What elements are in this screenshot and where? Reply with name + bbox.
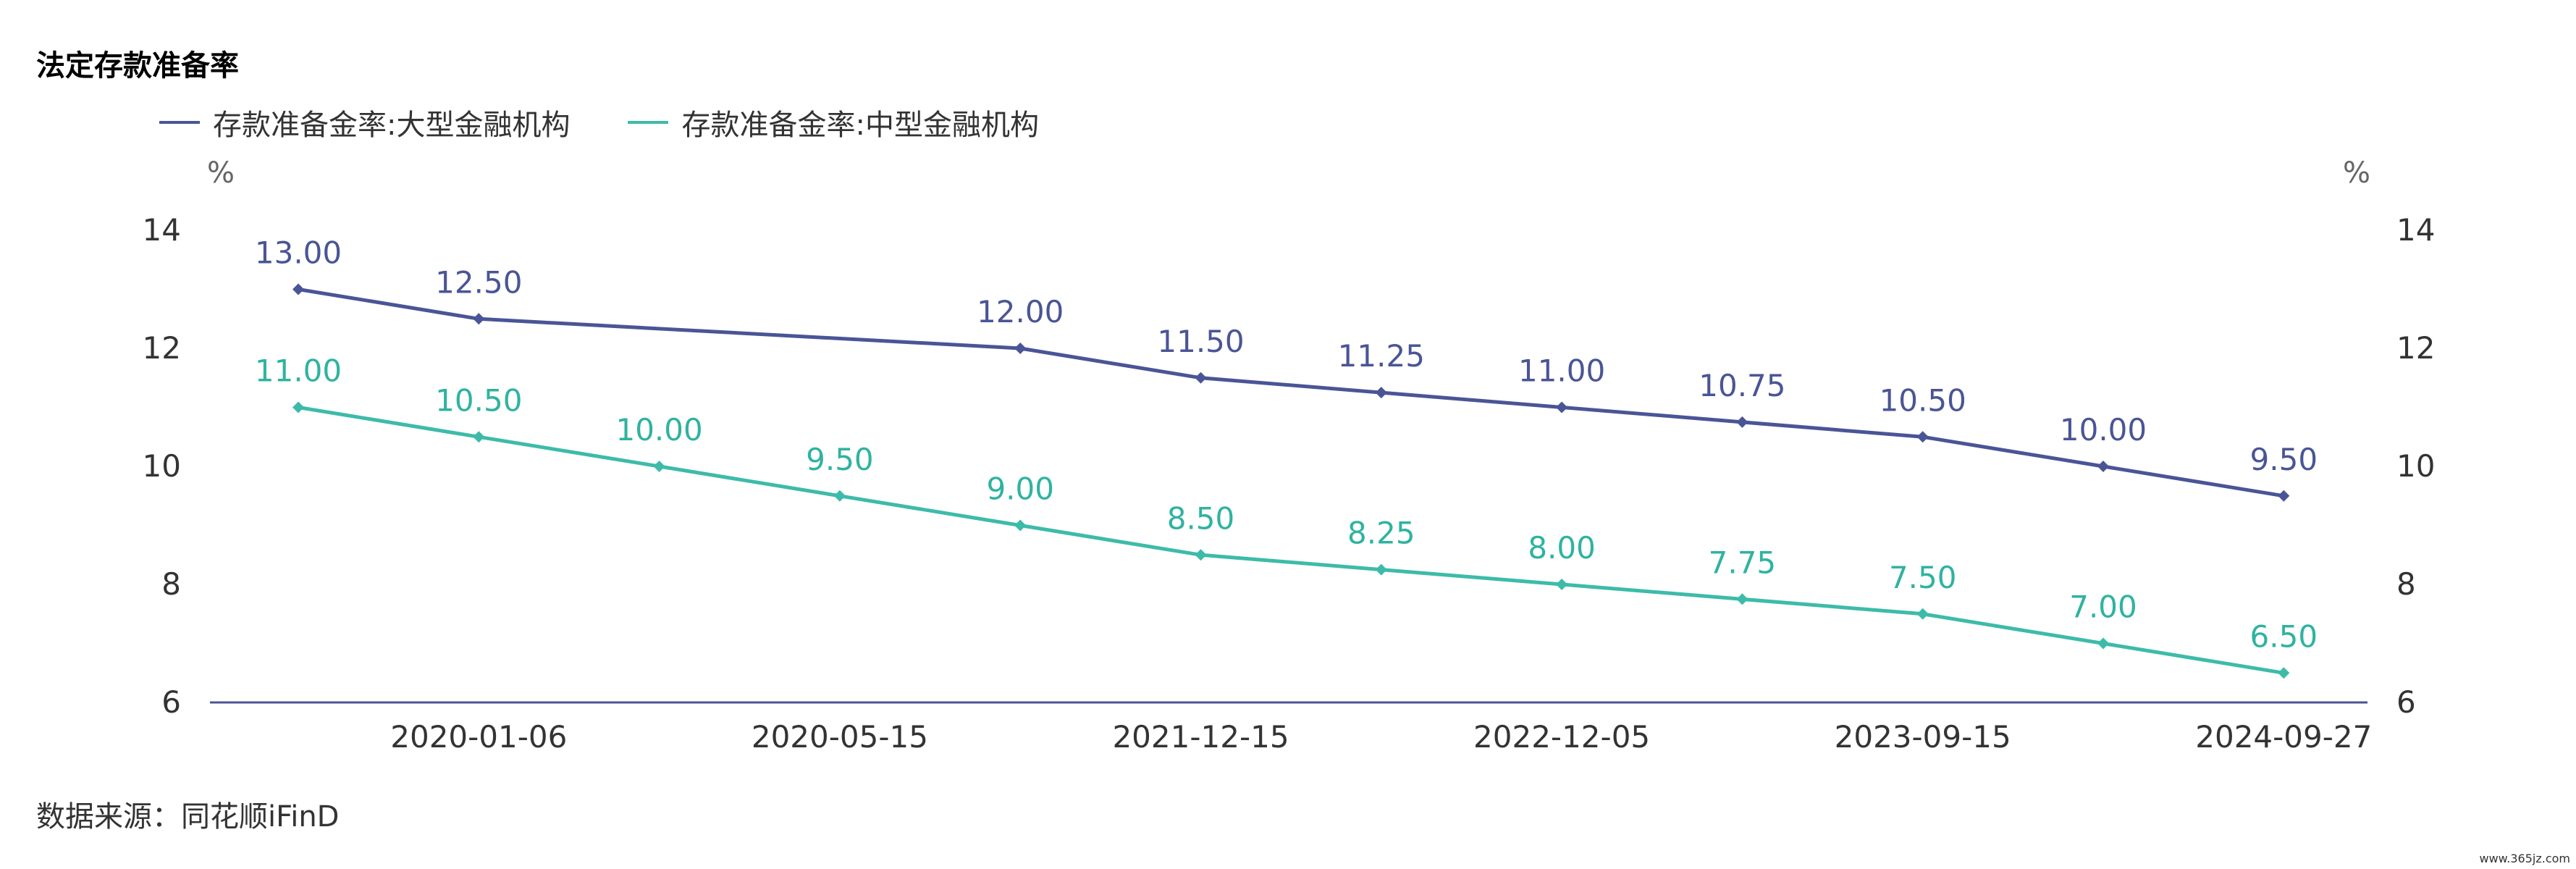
- data-point-marker: [1375, 387, 1387, 399]
- data-label: 11.25: [1338, 338, 1425, 374]
- y-tick-label-left: 14: [143, 212, 181, 248]
- legend-label-medium: 存款准备金率:中型金融机构: [681, 109, 1039, 142]
- data-point-marker: [473, 313, 485, 325]
- data-point-marker: [2097, 637, 2109, 650]
- legend-label-large: 存款准备金率:大型金融机构: [213, 109, 571, 142]
- y-tick-label-left: 10: [143, 448, 181, 484]
- legend-swatch-large: [159, 121, 200, 124]
- data-label: 7.00: [2069, 589, 2137, 625]
- data-point-marker: [1556, 579, 1568, 590]
- data-label: 9.00: [986, 471, 1054, 507]
- data-label: 8.00: [1528, 530, 1596, 566]
- data-label: 13.00: [255, 235, 342, 271]
- y-tick-label-right: 14: [2396, 212, 2435, 248]
- legend-item-medium: 存款准备金率:中型金融机构: [628, 101, 1039, 143]
- y-tick-label-right: 12: [2396, 330, 2435, 366]
- watermark: www.365jz.com: [2479, 852, 2570, 865]
- y-tick-label-left: 6: [161, 684, 181, 720]
- data-label: 8.50: [1167, 500, 1235, 536]
- data-label: 10.00: [615, 412, 702, 448]
- data-label: 11.50: [1157, 324, 1244, 359]
- data-label: 12.00: [977, 294, 1064, 329]
- data-point-marker: [1556, 401, 1568, 413]
- data-point-marker: [292, 401, 304, 413]
- x-tick-label: 2023-09-15: [1835, 719, 2011, 755]
- x-tick-label: 2022-12-05: [1473, 719, 1650, 755]
- data-label: 12.50: [435, 264, 522, 300]
- chart-title: 法定存款准备率: [36, 49, 239, 83]
- y-tick-label-left: 12: [143, 330, 181, 366]
- data-point-marker: [473, 431, 485, 443]
- data-label: 9.50: [2250, 442, 2318, 477]
- x-tick-label: 2020-05-15: [752, 719, 928, 755]
- data-point-marker: [1375, 563, 1387, 576]
- data-label: 10.50: [1880, 382, 1966, 418]
- data-point-marker: [1195, 371, 1207, 384]
- data-label: 10.50: [435, 382, 522, 418]
- data-point-marker: [2278, 667, 2290, 679]
- y-tick-label-right: 8: [2396, 566, 2416, 602]
- data-point-marker: [292, 283, 304, 295]
- data-label: 10.75: [1699, 368, 1785, 403]
- y-tick-label-right: 6: [2396, 684, 2416, 720]
- data-point-marker: [653, 461, 665, 472]
- data-point-marker: [1014, 343, 1027, 354]
- data-point-marker: [1916, 431, 1929, 443]
- y-tick-label-left: 8: [161, 566, 181, 602]
- data-label: 7.75: [1709, 545, 1777, 580]
- data-label: 10.00: [2060, 412, 2147, 448]
- legend-item-large: 存款准备金率:大型金融机构: [159, 101, 570, 143]
- data-point-marker: [1195, 549, 1207, 561]
- data-point-marker: [1014, 519, 1027, 532]
- data-point-marker: [1916, 608, 1929, 620]
- data-point-marker: [1736, 416, 1748, 428]
- data-label: 11.00: [1518, 353, 1605, 389]
- x-tick-label: 2024-09-27: [2195, 719, 2372, 755]
- data-label: 11.00: [255, 353, 342, 389]
- y-axis-unit-right: %: [2343, 156, 2370, 190]
- series-line-0: [298, 287, 2284, 498]
- y-axis-unit-left: %: [207, 156, 235, 190]
- legend-swatch-medium: [628, 121, 669, 124]
- data-label: 6.50: [2250, 618, 2318, 654]
- series-line-1: [298, 406, 2284, 675]
- data-point-marker: [2278, 490, 2290, 502]
- data-label: 9.50: [806, 442, 874, 477]
- data-point-marker: [2097, 461, 2109, 472]
- source-note: 数据来源：同花顺iFinD: [36, 800, 340, 834]
- data-label: 8.25: [1347, 516, 1415, 551]
- y-tick-label-right: 10: [2396, 448, 2435, 484]
- legend: 存款准备金率:大型金融机构 存款准备金率:中型金融机构: [159, 101, 1039, 143]
- x-tick-label: 2020-01-06: [390, 719, 567, 755]
- data-point-marker: [1736, 593, 1748, 605]
- data-label: 7.50: [1889, 560, 1957, 595]
- data-point-marker: [833, 490, 846, 502]
- x-tick-label: 2021-12-15: [1112, 719, 1289, 755]
